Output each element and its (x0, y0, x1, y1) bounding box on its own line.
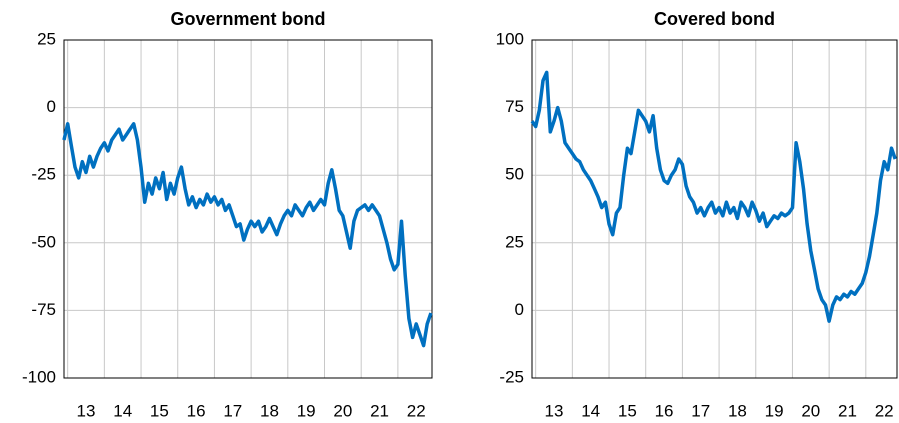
x-tick-label: 13 (77, 401, 96, 420)
x-tick-label: 13 (545, 401, 564, 420)
y-tick-label: 50 (505, 165, 524, 184)
x-tick-label: 19 (297, 401, 316, 420)
x-tick-label: 22 (875, 401, 894, 420)
y-tick-label: -75 (31, 300, 56, 319)
x-tick-label: 19 (765, 401, 784, 420)
y-tick-label: 0 (515, 300, 524, 319)
x-tick-label: 20 (801, 401, 820, 420)
y-tick-label: -50 (31, 232, 56, 251)
x-tick-label: 14 (581, 401, 600, 420)
x-tick-label: 18 (728, 401, 747, 420)
chart-title: Government bond (170, 9, 325, 29)
y-tick-label: -100 (22, 367, 56, 386)
x-tick-label: 21 (370, 401, 389, 420)
x-tick-label: 20 (333, 401, 352, 420)
y-tick-label: 75 (505, 97, 524, 116)
x-tick-label: 17 (691, 401, 710, 420)
y-tick-label: -25 (499, 367, 524, 386)
x-tick-label: 16 (187, 401, 206, 420)
y-tick-label: 100 (496, 29, 524, 48)
plot-frame (63, 39, 433, 379)
x-tick-label: 18 (260, 401, 279, 420)
x-tick-label: 22 (407, 401, 426, 420)
chart-title: Covered bond (654, 9, 775, 29)
x-tick-label: 14 (113, 401, 132, 420)
x-tick-label: 17 (223, 401, 242, 420)
line (62, 122, 433, 348)
x-tick-label: 15 (150, 401, 169, 420)
x-tick-label: 21 (838, 401, 857, 420)
y-tick-label: 0 (47, 97, 56, 116)
plot-frame (531, 39, 898, 379)
y-tick-label: 25 (37, 29, 56, 48)
y-tick-label: 25 (505, 232, 524, 251)
y-tick-label: -25 (31, 165, 56, 184)
x-tick-label: 16 (655, 401, 674, 420)
line (530, 70, 897, 323)
x-tick-label: 15 (618, 401, 637, 420)
